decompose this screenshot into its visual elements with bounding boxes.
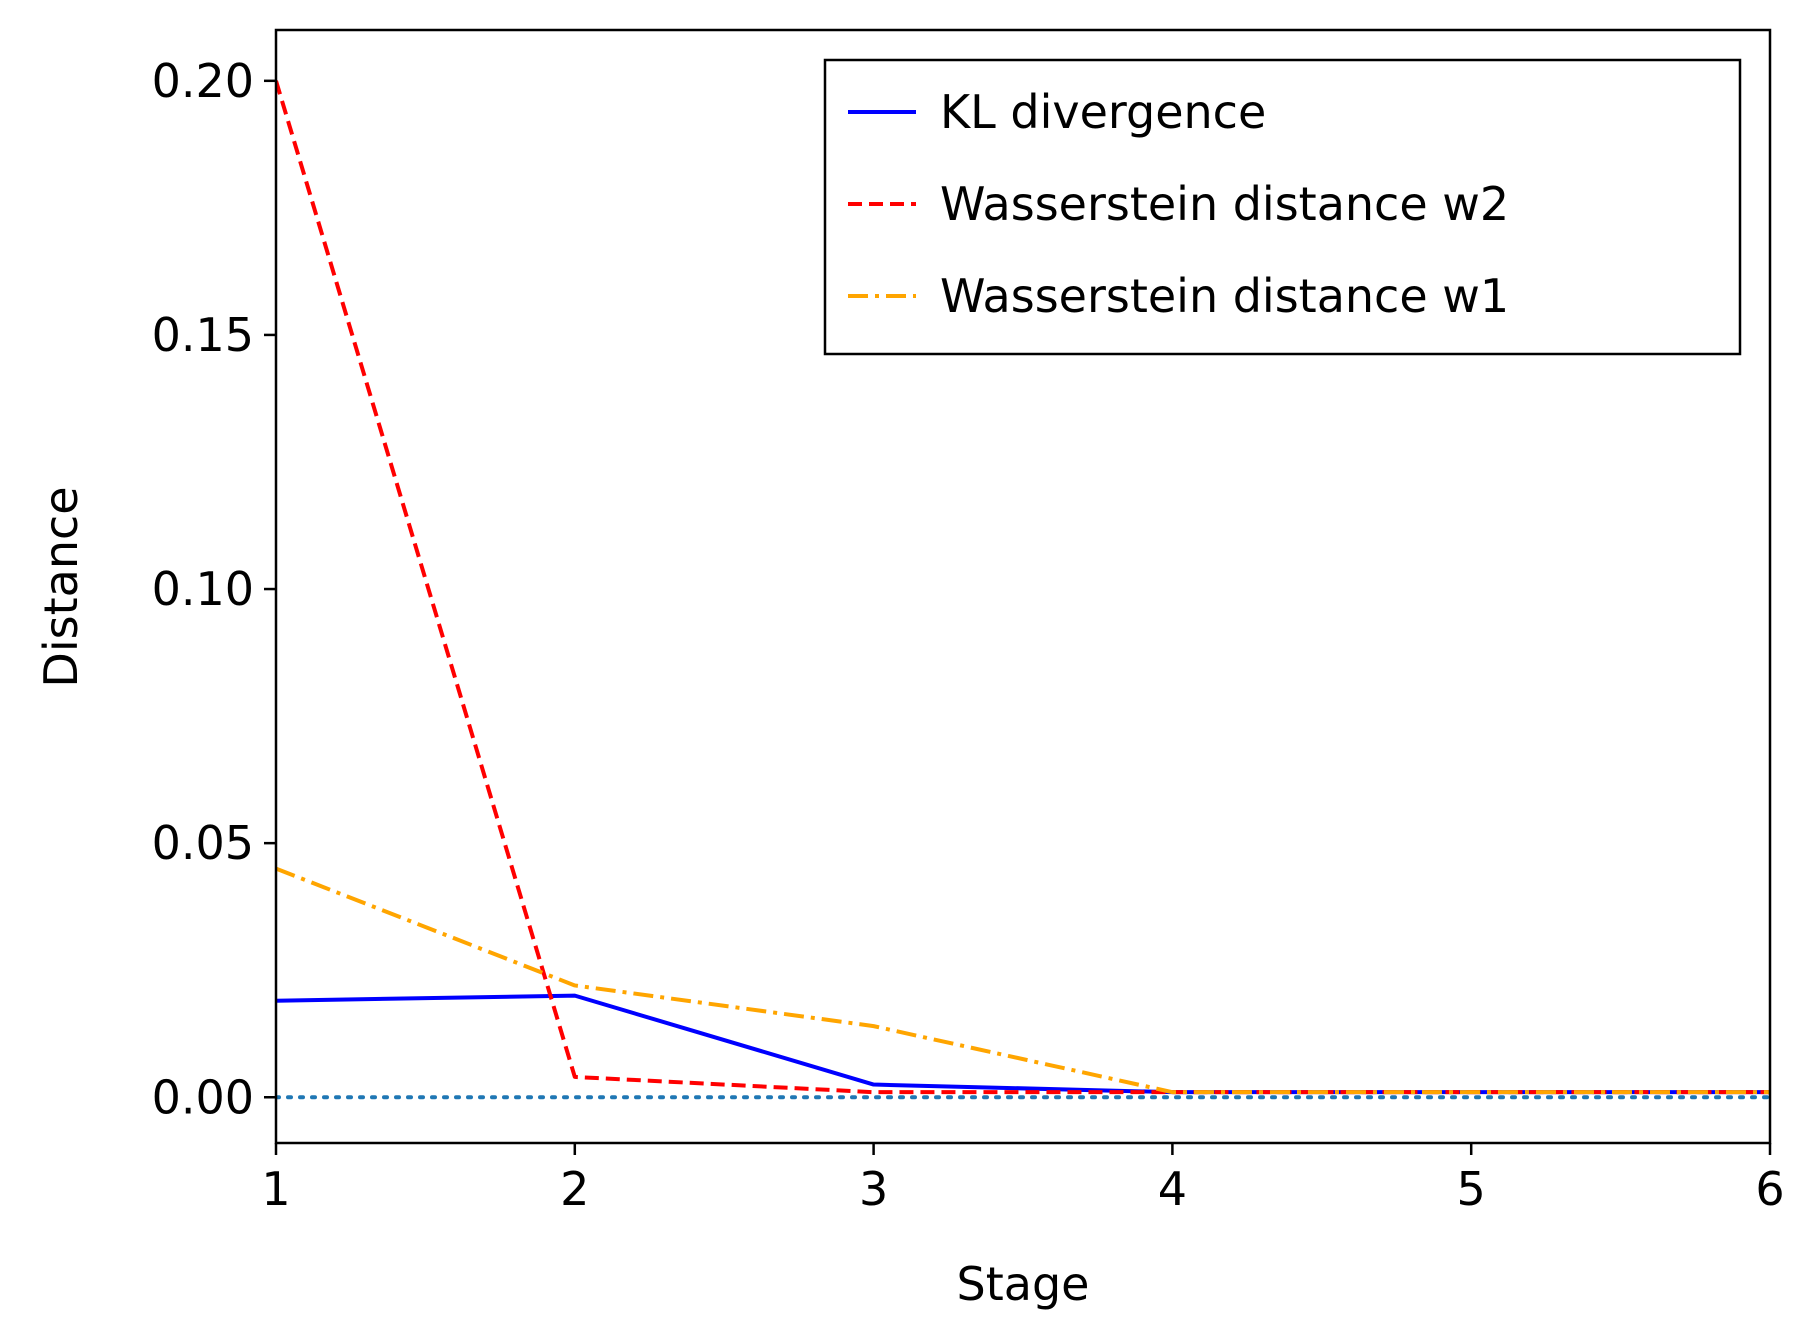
y-tick-label: 0.15 xyxy=(152,308,254,362)
legend-label-3: Wasserstein distance w1 xyxy=(940,269,1509,323)
x-tick-label: 4 xyxy=(1158,1162,1187,1216)
series-line-2 xyxy=(276,80,1770,1095)
x-tick-label: 1 xyxy=(261,1162,290,1216)
legend: KL divergence Wasserstein distance w2 Wass… xyxy=(823,58,1742,356)
y-axis: 0.00 0.05 0.10 0.15 0.20 xyxy=(152,54,276,1124)
y-tick-label: 0.10 xyxy=(152,562,254,616)
legend-label-2: Wasserstein distance w2 xyxy=(940,177,1509,231)
legend-box xyxy=(823,58,1742,356)
plot-lines xyxy=(276,80,1770,1100)
x-tick-label: 3 xyxy=(859,1162,888,1216)
x-tick-label: 5 xyxy=(1457,1162,1486,1216)
y-tick-label: 0.20 xyxy=(152,54,254,108)
x-axis-label: Stage xyxy=(957,1257,1090,1311)
plot-frame xyxy=(274,28,1772,1145)
y-tick-label: 0.00 xyxy=(152,1070,254,1124)
x-tick-label: 2 xyxy=(560,1162,589,1216)
series-line-3 xyxy=(276,866,1770,1095)
legend-label-1: KL divergence xyxy=(940,85,1266,139)
x-tick-label: 6 xyxy=(1755,1162,1784,1216)
y-tick-label: 0.05 xyxy=(152,816,254,870)
x-axis: 1 2 3 4 5 6 xyxy=(261,1143,1785,1216)
y-axis-label: Distance xyxy=(34,486,88,687)
